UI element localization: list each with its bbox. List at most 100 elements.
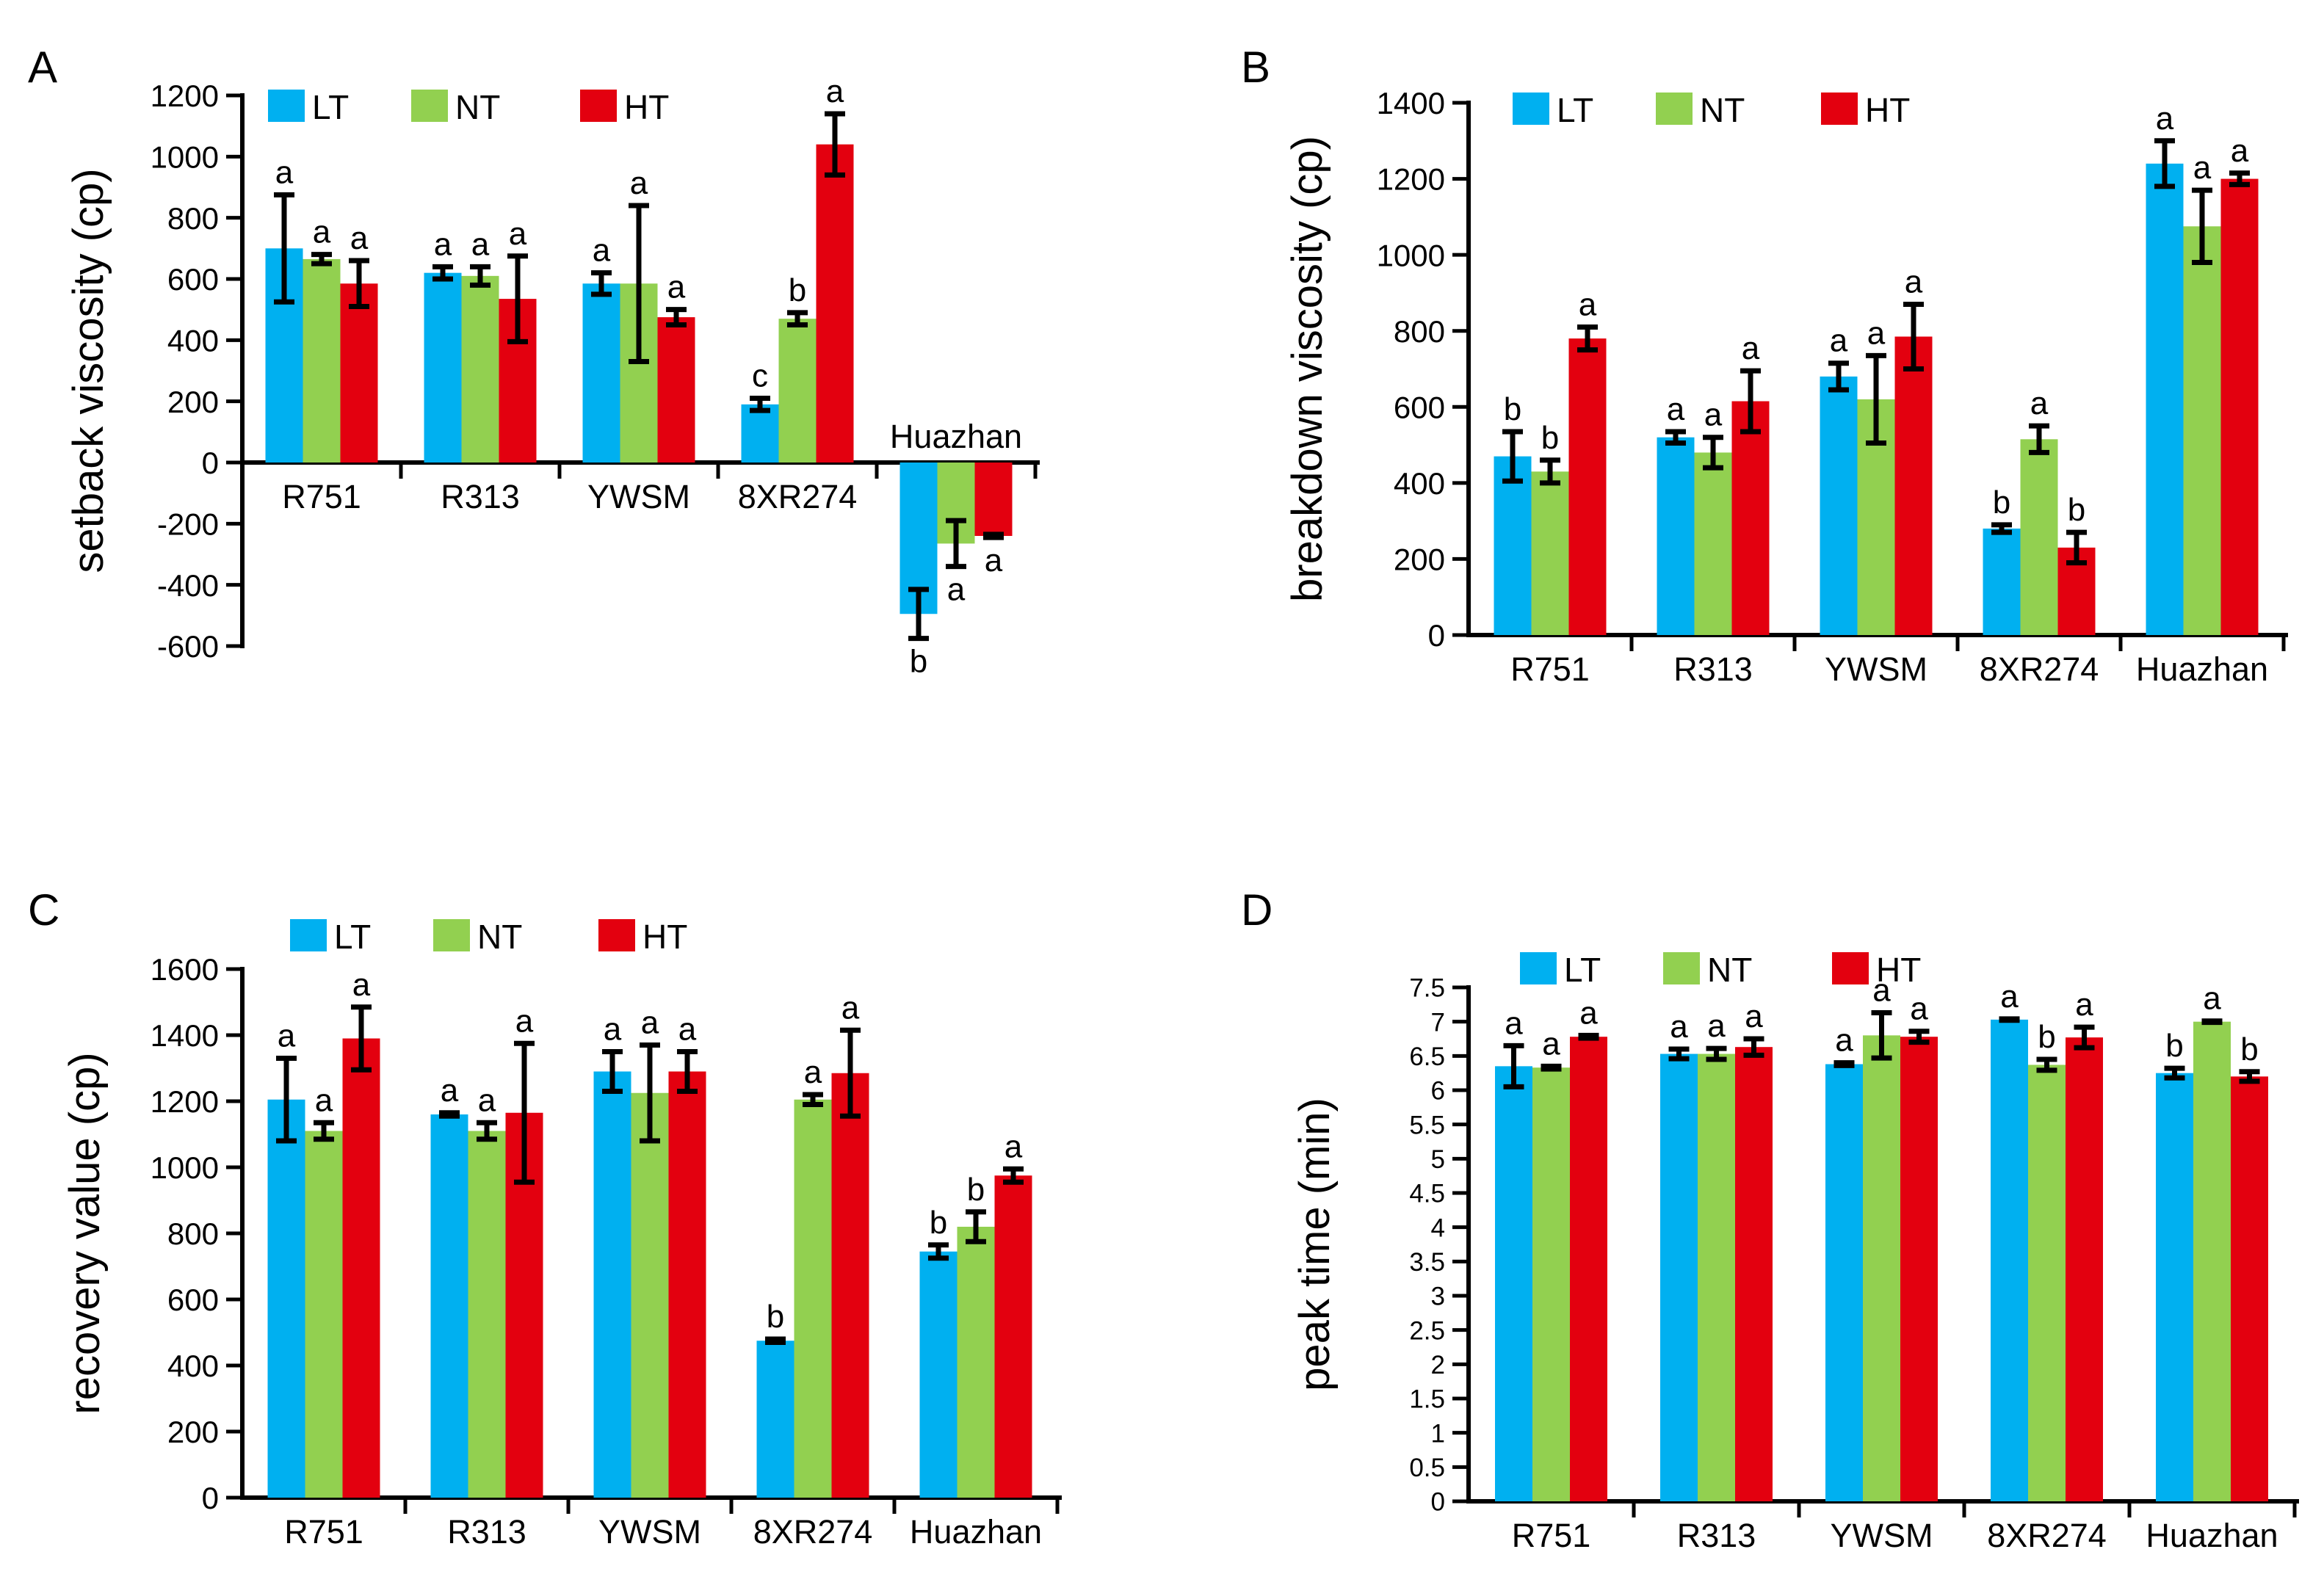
bar-ht-8xr274 (816, 144, 854, 463)
bar-lt-huazhan (919, 1251, 958, 1498)
significance-letter: a (2203, 981, 2221, 1017)
bar-lt-ywsm (1825, 1064, 1863, 1501)
x-category-label: R313 (441, 478, 520, 515)
bar-nt-8xr274 (794, 1099, 832, 1498)
significance-letter: a (604, 1012, 622, 1048)
bar-lt-r313 (424, 272, 462, 463)
y-tick-label: 3.5 (1409, 1248, 1445, 1277)
y-tick-label: 0 (1431, 1488, 1445, 1517)
bar-ht-huazhan (974, 463, 1013, 536)
bar-nt-huazhan (2193, 1021, 2231, 1501)
x-category-label: R313 (1673, 650, 1753, 688)
y-tick-label: 1000 (151, 1150, 219, 1185)
legend-label-ht: HT (1865, 91, 1910, 129)
legend-swatch-lt (268, 90, 305, 122)
bar-lt-8xr274 (1991, 1019, 2028, 1501)
legend-swatch-lt (1513, 93, 1549, 125)
bar-lt-r313 (1660, 1053, 1698, 1501)
legend-label-lt: LT (334, 918, 371, 956)
y-tick-label: 400 (167, 323, 219, 358)
bar-nt-8xr274 (2020, 439, 2058, 635)
significance-letter: a (313, 214, 331, 250)
y-tick-label: 0 (202, 446, 219, 480)
x-category-label: Huazhan (2136, 650, 2268, 688)
legend: LT NT HT (290, 918, 687, 956)
x-category-label: R751 (282, 478, 361, 515)
y-axis-title: breakdown viscosity (cp) (1284, 136, 1331, 602)
legend: LT NT HT (1513, 91, 1910, 129)
significance-letter: a (1004, 1128, 1023, 1164)
x-category-label: R751 (1510, 650, 1590, 688)
significance-letter: a (1742, 330, 1760, 366)
significance-letter: b (2240, 1031, 2258, 1067)
significance-letter: a (315, 1082, 333, 1118)
significance-letter: b (967, 1172, 985, 1208)
panel-label: C (28, 885, 59, 935)
significance-letter: a (2156, 101, 2174, 137)
legend-swatch-nt (1656, 93, 1693, 125)
y-tick-label: 5.5 (1409, 1111, 1445, 1139)
significance-letter: a (441, 1073, 459, 1109)
significance-letter: a (275, 154, 294, 190)
significance-letter: a (2193, 150, 2212, 186)
bar-lt-8xr274 (756, 1341, 794, 1498)
y-tick-label: 1600 (151, 952, 219, 987)
y-axis-title: recovery value (cp) (61, 1052, 109, 1414)
y-tick-label: 600 (167, 262, 219, 297)
y-tick-label: 1200 (151, 79, 219, 113)
x-category-label: YWSM (1825, 650, 1927, 688)
panel-label: D (1241, 885, 1273, 935)
significance-letter: a (947, 572, 966, 608)
y-tick-label: 7.5 (1409, 974, 1445, 1003)
legend-label-nt: NT (477, 918, 522, 956)
significance-letter: a (630, 165, 648, 201)
panel-label: A (28, 43, 57, 92)
x-category-label: R313 (1677, 1517, 1756, 1554)
significance-letter: a (1872, 973, 1891, 1009)
bar-lt-ywsm (593, 1071, 631, 1498)
y-tick-label: 1400 (1377, 86, 1445, 120)
significance-letter: b (789, 272, 806, 308)
x-category-label: 8XR274 (1987, 1517, 2107, 1554)
bar-lt-8xr274 (741, 404, 779, 463)
bar-nt-r751 (305, 1131, 343, 1498)
legend-swatch-nt (1663, 952, 1700, 984)
significance-letter: a (1670, 1009, 1688, 1045)
x-category-label: Huazhan (890, 418, 1022, 455)
significance-letter: a (1867, 315, 1886, 351)
y-tick-label: 7 (1431, 1008, 1445, 1037)
y-tick-label: 2.5 (1409, 1316, 1445, 1345)
legend-swatch-ht (1832, 952, 1869, 984)
y-tick-label: 600 (1394, 390, 1445, 424)
x-category-label: Huazhan (910, 1513, 1042, 1551)
x-category-label: R751 (284, 1513, 363, 1551)
bar-nt-r313 (461, 275, 499, 463)
bar-ht-r751 (1568, 338, 1607, 635)
significance-letter: a (1667, 391, 1685, 427)
significance-letter: a (2075, 987, 2093, 1023)
significance-letter: a (804, 1054, 822, 1090)
legend-label-nt: NT (1700, 91, 1745, 129)
y-tick-label: 0 (202, 1481, 219, 1515)
bar-nt-r751 (1532, 1067, 1570, 1501)
bar-lt-r313 (1657, 437, 1695, 635)
bar-lt-huazhan (2146, 163, 2184, 635)
y-tick-label: 0.5 (1409, 1454, 1445, 1482)
y-tick-label: 200 (1394, 543, 1445, 577)
bar-nt-8xr274 (778, 319, 817, 463)
significance-letter: b (930, 1205, 947, 1241)
y-tick-label: 3 (1431, 1283, 1445, 1311)
bar-ht-ywsm (1894, 336, 1933, 635)
bar-nt-8xr274 (2028, 1065, 2066, 1501)
legend-label-lt: LT (1564, 951, 1601, 989)
significance-letter: a (1830, 323, 1848, 359)
x-category-label: Huazhan (2146, 1517, 2278, 1554)
significance-letter: c (752, 358, 768, 394)
bar-lt-ywsm (1820, 376, 1858, 635)
bar-ht-huazhan (994, 1175, 1032, 1498)
y-axis-title: setback viscosity (cp) (65, 168, 112, 573)
y-tick-label: 4.5 (1409, 1180, 1445, 1208)
y-tick-label: 1.5 (1409, 1385, 1445, 1414)
